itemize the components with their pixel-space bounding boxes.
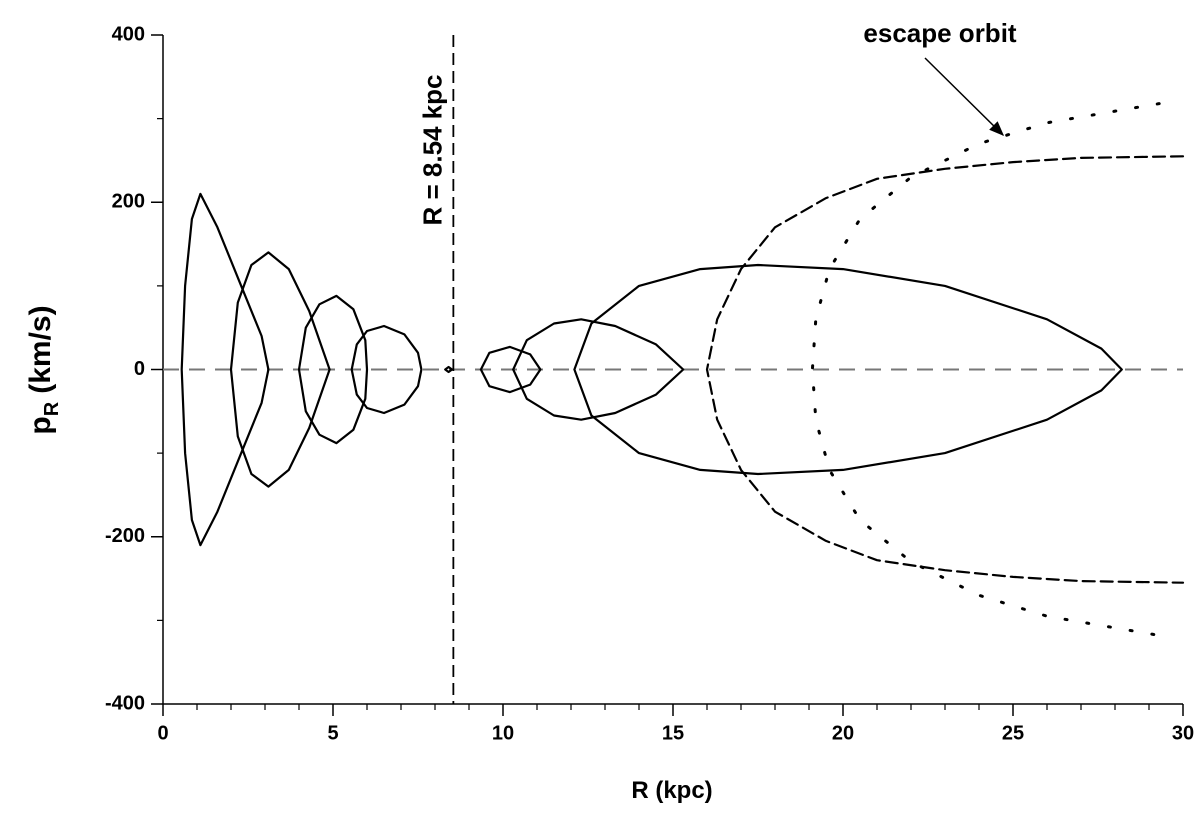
y-axis-label: pR (km/s) xyxy=(24,305,63,434)
y-tick-label: -200 xyxy=(105,525,145,547)
orbit xyxy=(479,345,542,394)
orbit xyxy=(229,251,331,488)
x-tick-label: 15 xyxy=(662,722,684,744)
x-tick-label: 0 xyxy=(157,722,168,744)
y-tick-label: -400 xyxy=(105,692,145,714)
orbit xyxy=(297,294,369,445)
x-tick-label: 25 xyxy=(1002,722,1024,744)
y-label-main: p xyxy=(24,416,57,434)
y-label-sub: R xyxy=(41,401,63,416)
x-axis-label: R (kpc) xyxy=(631,777,712,804)
orbit xyxy=(180,192,270,547)
vertical-line-label: R = 8.54 kpc xyxy=(417,74,447,225)
x-tick-label: 5 xyxy=(327,722,338,744)
y-tick-label: 0 xyxy=(134,358,145,380)
annotation: escape orbit xyxy=(863,18,1017,48)
annotation-arrow xyxy=(924,57,1005,137)
orbit xyxy=(705,155,1185,584)
x-tick-label: 20 xyxy=(832,722,854,744)
y-label-unit: (km/s) xyxy=(24,305,57,393)
x-tick-label: 30 xyxy=(1172,722,1194,744)
orbit xyxy=(444,365,454,374)
orbit xyxy=(512,318,685,421)
orbit xyxy=(350,324,423,415)
y-tick-label: 200 xyxy=(112,191,145,213)
y-tick-label: 400 xyxy=(112,23,145,45)
x-tick-label: 10 xyxy=(492,722,514,744)
orbit xyxy=(573,263,1123,476)
